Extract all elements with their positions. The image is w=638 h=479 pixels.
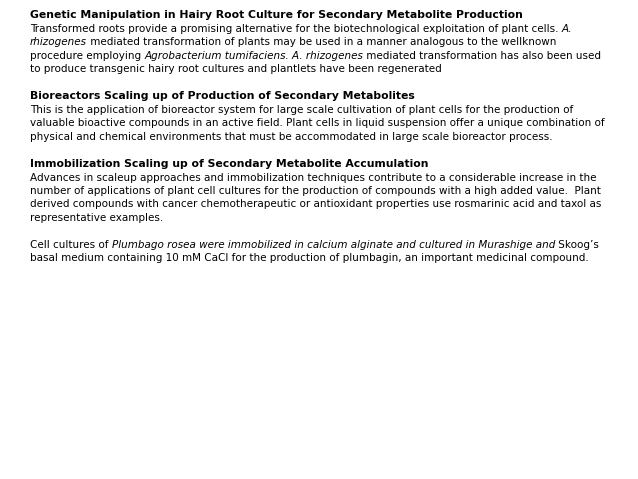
Text: basal medium containing 10 mM CaCl for the production of plumbagin, an important: basal medium containing 10 mM CaCl for t… bbox=[30, 253, 589, 263]
Text: mediated transformation of plants may be used in a manner analogous to the wellk: mediated transformation of plants may be… bbox=[87, 37, 556, 47]
Text: physical and chemical environments that must be accommodated in large scale bior: physical and chemical environments that … bbox=[30, 132, 553, 142]
Text: procedure employing: procedure employing bbox=[30, 51, 144, 61]
Text: Genetic Manipulation in Hairy Root Culture for Secondary Metabolite Production: Genetic Manipulation in Hairy Root Cultu… bbox=[30, 10, 523, 20]
Text: This is the application of bioreactor system for large scale cultivation of plan: This is the application of bioreactor sy… bbox=[30, 105, 574, 115]
Text: Advances in scaleup approaches and immobilization techniques contribute to a con: Advances in scaleup approaches and immob… bbox=[30, 173, 597, 183]
Text: rhizogenes: rhizogenes bbox=[30, 37, 87, 47]
Text: A.: A. bbox=[561, 24, 572, 34]
Text: to produce transgenic hairy root cultures and plantlets have been regenerated: to produce transgenic hairy root culture… bbox=[30, 64, 441, 74]
Text: valuable bioactive compounds in an active field. Plant cells in liquid suspensio: valuable bioactive compounds in an activ… bbox=[30, 118, 605, 128]
Text: representative examples.: representative examples. bbox=[30, 213, 163, 223]
Text: Agrobacterium tumifaciens. A. rhizogenes: Agrobacterium tumifaciens. A. rhizogenes bbox=[144, 51, 363, 61]
Text: Skoog’s: Skoog’s bbox=[555, 240, 599, 250]
Text: mediated transformation has also been used: mediated transformation has also been us… bbox=[363, 51, 601, 61]
Text: Transformed roots provide a promising alternative for the biotechnological explo: Transformed roots provide a promising al… bbox=[30, 24, 561, 34]
Text: Cell cultures of: Cell cultures of bbox=[30, 240, 112, 250]
Text: number of applications of plant cell cultures for the production of compounds wi: number of applications of plant cell cul… bbox=[30, 186, 601, 196]
Text: Bioreactors Scaling up of Production of Secondary Metabolites: Bioreactors Scaling up of Production of … bbox=[30, 91, 415, 101]
Text: derived compounds with cancer chemotherapeutic or antioxidant properties use ros: derived compounds with cancer chemothera… bbox=[30, 199, 602, 209]
Text: Immobilization Scaling up of Secondary Metabolite Accumulation: Immobilization Scaling up of Secondary M… bbox=[30, 159, 429, 169]
Text: Plumbago rosea were immobilized in calcium alginate and cultured in Murashige an: Plumbago rosea were immobilized in calci… bbox=[112, 240, 555, 250]
